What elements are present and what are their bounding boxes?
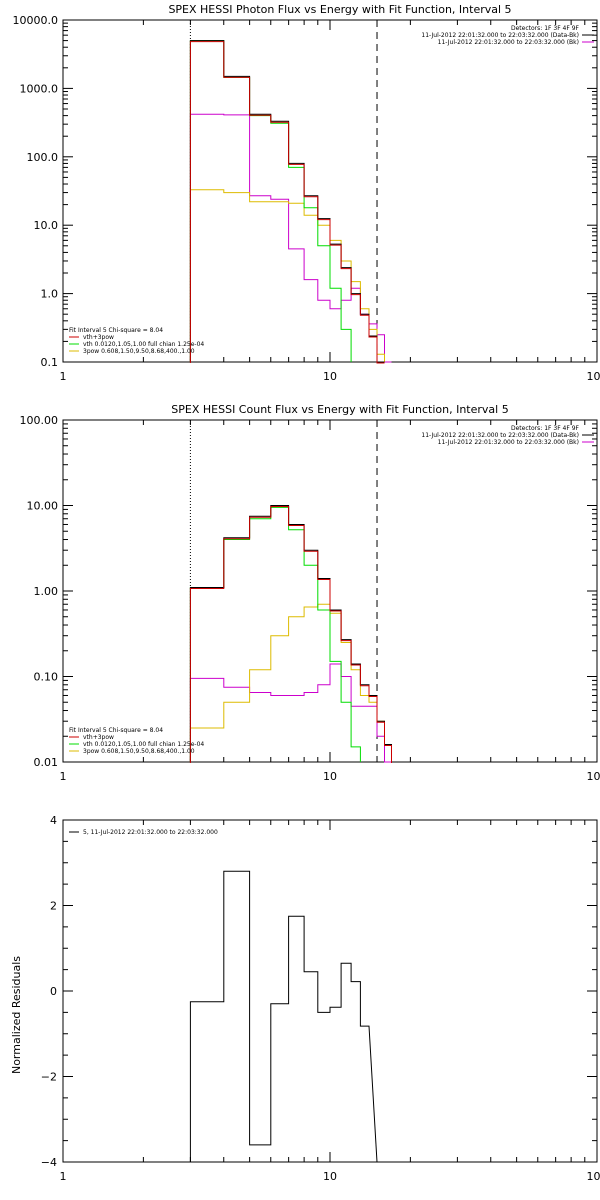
residuals-line	[189, 870, 378, 1163]
photon-flux-panel: SPEX HESSI Photon Flux vs Energy with Fi…	[13, 3, 600, 383]
series-pow-line	[189, 603, 392, 762]
plot-frame	[62, 19, 598, 363]
x-tick-label: 1	[60, 1170, 67, 1183]
x-tick-label: 10	[323, 370, 337, 383]
y-tick-label: 4	[50, 814, 57, 827]
series-vth-line	[189, 506, 361, 762]
y-tick-label: 0.01	[34, 756, 59, 769]
series-vth_plus_3pow-line	[189, 506, 392, 763]
series-total-line	[189, 505, 392, 762]
y-tick-label: 1000.0	[20, 82, 59, 95]
legend-right-entry: 11-Jul-2012 22:01:32.000 to 22:03:32.000…	[438, 39, 579, 46]
count-flux-panel: SPEX HESSI Count Flux vs Energy with Fit…	[20, 403, 600, 783]
y-tick-label: 10.00	[27, 500, 59, 513]
y-tick-label: 100.00	[20, 414, 59, 427]
series-bk-line	[189, 663, 392, 763]
series-vth-line	[189, 40, 352, 362]
x-tick-label: 10	[323, 1170, 337, 1183]
y-tick-label: 10000.0	[13, 14, 59, 27]
series-bk-line	[189, 113, 392, 363]
x-tick-label: 100	[587, 370, 600, 383]
y-tick-label: 0	[50, 985, 57, 998]
count-flux-title: SPEX HESSI Count Flux vs Energy with Fit…	[171, 403, 508, 416]
y-tick-label: 10.0	[34, 219, 59, 232]
series-pow-line	[189, 189, 385, 362]
legend-left-entry: vth+3pow	[83, 334, 114, 341]
plot-frame	[62, 819, 598, 1163]
y-tick-label: 1.0	[41, 288, 59, 301]
legend-left-entry: 3pow 0.608,1.50,9.50,8.68,400.,1.00	[83, 748, 195, 755]
series-vth_plus_3pow-line	[189, 41, 385, 364]
y-tick-label: 100.0	[27, 151, 59, 164]
y-tick-label: 0.10	[34, 671, 59, 684]
legend-left-entry: Fit Interval 5 Chi-square = 8.04	[69, 727, 163, 734]
x-tick-label: 10	[323, 770, 337, 783]
residuals-legend-entry: 5, 11-Jul-2012 22:01:32.000 to 22:03:32.…	[83, 829, 218, 836]
legend-left-entry: 3pow 0.608,1.50,9.50,8.68,400.,1.00	[83, 348, 195, 355]
y-tick-label: −4	[41, 1156, 57, 1169]
legend-left-entry: Fit Interval 5 Chi-square = 8.04	[69, 327, 163, 334]
x-tick-label: 1	[60, 770, 67, 783]
legend-right-entry: 11-Jul-2012 22:01:32.000 to 22:03:32.000…	[421, 432, 579, 439]
legend-right-entry: 11-Jul-2012 22:01:32.000 to 22:03:32.000…	[421, 32, 579, 39]
y-tick-label: −2	[41, 1071, 57, 1084]
x-tick-label: 100	[587, 770, 600, 783]
legend-right-entry: Detectors: 1F 3F 4F 9F	[511, 25, 580, 32]
legend-left-entry: vth+3pow	[83, 734, 114, 741]
y-tick-label: 2	[50, 900, 57, 913]
residuals-panel: Normalized Residuals 1 10 100 4 2 0 −2 −4 5, 11-…	[10, 814, 600, 1183]
residuals-ylabel: Normalized Residuals	[10, 956, 23, 1074]
y-tick-label: 0.1	[41, 356, 59, 369]
legend-left-entry: vth 0.0120,1.05,1.00 full chian 1.25e-04	[83, 741, 204, 748]
y-tick-label: 1.00	[34, 585, 59, 598]
legend-left-entry: vth 0.0120,1.05,1.00 full chian 1.25e-04	[83, 341, 204, 348]
photon-flux-title: SPEX HESSI Photon Flux vs Energy with Fi…	[168, 3, 511, 16]
x-tick-label: 1	[60, 370, 67, 383]
series-total-line	[189, 40, 385, 363]
legend-right-entry: Detectors: 1F 3F 4F 9F	[511, 425, 580, 432]
x-tick-label: 100	[587, 1170, 600, 1183]
legend-right-entry: 11-Jul-2012 22:01:32.000 to 22:03:32.000…	[438, 439, 579, 446]
